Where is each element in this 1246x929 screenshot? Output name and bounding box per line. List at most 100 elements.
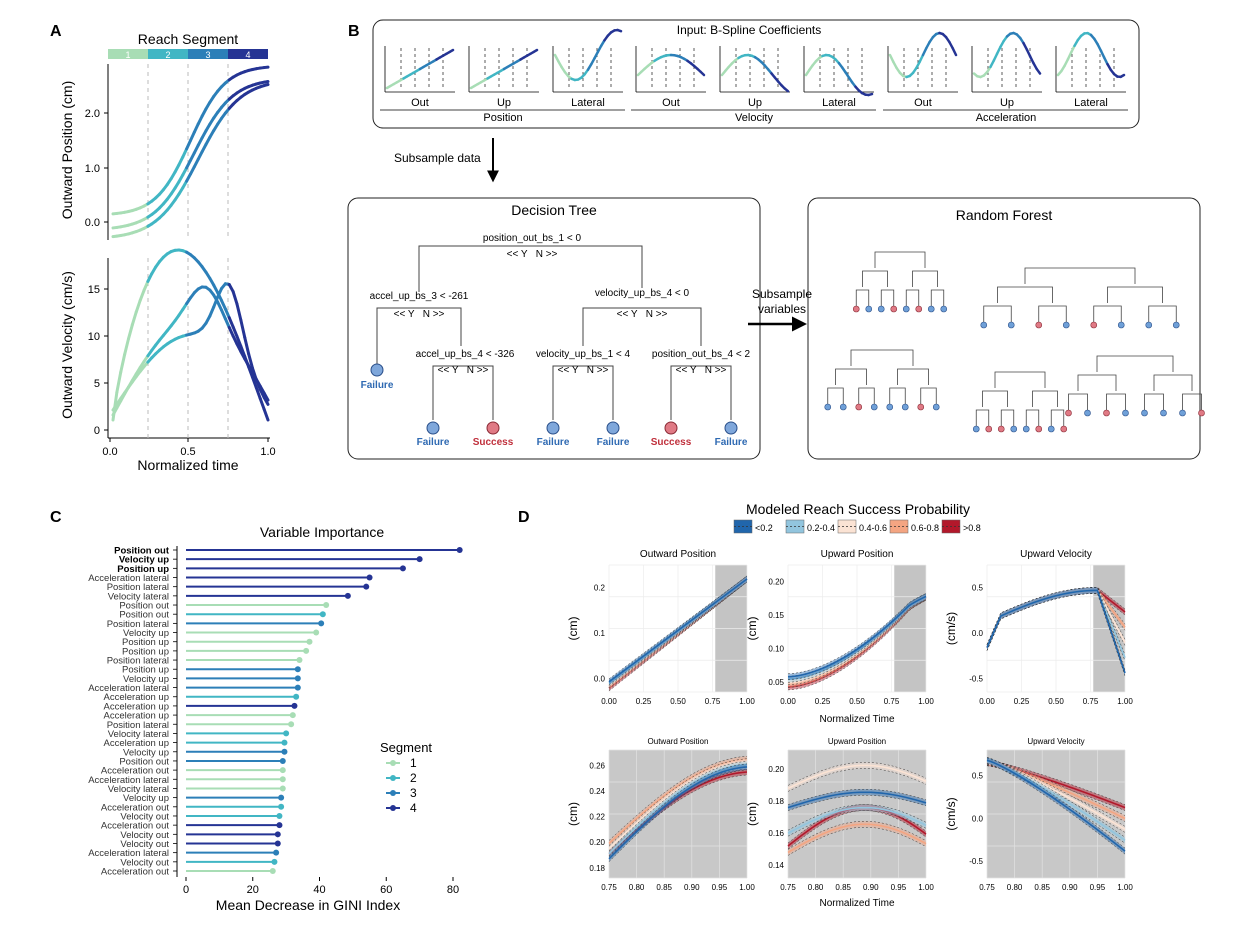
velocity-trajectory-1 — [138, 288, 146, 303]
bottom-plot-ylabel: (cm) — [566, 802, 580, 826]
bottom-xtick: 0.80 — [808, 883, 824, 892]
top-plot-ylabel: (cm) — [745, 617, 759, 641]
importance-dot — [274, 831, 281, 838]
probability-curve — [787, 595, 927, 678]
reach-segment-bar: 1 2 3 4 — [108, 49, 268, 60]
variable-importance-bars: Position out Velocity up Position up Accele… — [88, 546, 463, 878]
velocity-trajectory-1 — [262, 407, 270, 422]
importance-label: Position lateral — [107, 656, 169, 667]
reach-segment-title: Reach Segment — [138, 31, 239, 47]
outward-position-ylabel: Outward Position (cm) — [59, 81, 75, 219]
bottom-xtick: 1.00 — [1117, 883, 1133, 892]
bottom-xtick: 1.00 — [739, 883, 755, 892]
probability-legend-label: 0.2-0.4 — [807, 523, 835, 533]
thumbnail-label: Lateral — [571, 97, 605, 109]
bottom-ytick: 0.0 — [972, 814, 984, 823]
bottom-xtick: 0.80 — [629, 883, 645, 892]
forest-leaf — [927, 305, 935, 313]
panel-c-label: C — [50, 509, 62, 526]
probability-legend: <0.2 0.2-0.4 0.4-0.6 0.6-0.8 >0.8 — [733, 519, 981, 534]
importance-dot — [274, 840, 281, 847]
node-r1: velocity_up_bs_4 < 0 — [595, 288, 690, 299]
importance-dot — [456, 547, 463, 553]
top-ytick: 0.1 — [594, 629, 606, 638]
outward-position-ytick: 0.0 — [85, 217, 100, 229]
velocity-trajectory-3 — [247, 352, 254, 370]
bottom-xtick: 0.85 — [1034, 883, 1050, 892]
top-plot-title: Upward Velocity — [1020, 549, 1092, 560]
node-l1: accel_up_bs_3 < -261 — [370, 291, 469, 302]
node-l2-yn: << Y N >> — [438, 365, 489, 376]
thumbnail-label: Up — [748, 97, 762, 109]
importance-dot — [294, 666, 301, 673]
random-forest-box — [807, 197, 1201, 460]
importance-label: Acceleration up — [104, 692, 169, 703]
importance-label: Velocity out — [120, 839, 169, 850]
segment-legend-label: 4 — [410, 801, 417, 815]
importance-dot — [269, 868, 276, 874]
importance-dot — [306, 638, 313, 645]
importance-label: Acceleration out — [101, 802, 169, 813]
importance-dot — [281, 748, 288, 755]
segment-block-1 — [108, 49, 148, 59]
segment-block-3 — [188, 49, 228, 59]
leaf-label-4: Failure — [537, 437, 570, 448]
segment-number-2: 2 — [165, 50, 170, 60]
top-ytick: 0.10 — [768, 645, 784, 654]
velocity-trajectory-3 — [216, 287, 223, 299]
forest-leaf — [1141, 409, 1148, 417]
importance-dot — [366, 574, 373, 581]
importance-dot — [276, 822, 283, 829]
importance-label: Position out — [119, 756, 169, 767]
importance-label: Velocity up — [123, 793, 169, 804]
top-ytick: 0.15 — [768, 611, 784, 620]
top-plot-title: Upward Position — [821, 549, 894, 560]
top-ytick: 0.20 — [768, 578, 784, 587]
input-box — [372, 19, 1140, 129]
subsample-data-label: Subsample data — [394, 151, 481, 165]
importance-dot — [276, 812, 283, 819]
velocity-trajectory-3 — [243, 335, 251, 356]
top-xtick: 0.25 — [636, 697, 652, 706]
bottom-ytick: 0.14 — [768, 861, 784, 870]
panel-b-label: B — [348, 23, 360, 40]
importance-dot — [279, 757, 286, 764]
forest-leaf — [1062, 321, 1070, 329]
node-root: position_out_bs_1 < 0 — [483, 233, 582, 244]
normalized-time-xtick: 0.0 — [102, 446, 117, 458]
velocity-trajectory-2 — [223, 317, 231, 330]
top-xtick: 0.50 — [670, 697, 686, 706]
leaf-label-5: Failure — [597, 437, 630, 448]
forest-leaf — [902, 305, 910, 313]
outward-position-ytick: 2.0 — [85, 108, 100, 120]
forest-leaf — [870, 403, 878, 411]
importance-label: Velocity out — [120, 811, 169, 822]
node-r1-yn: << Y N >> — [617, 309, 668, 320]
importance-dot — [318, 620, 325, 627]
probability-legend-label: 0.6-0.8 — [911, 523, 939, 533]
leaf-success-1 — [486, 421, 500, 435]
input-group-label: Acceleration — [976, 112, 1037, 124]
importance-label: Acceleration out — [101, 821, 169, 832]
bottom-ytick: -0.5 — [969, 857, 983, 866]
bottom-plot-title: Upward Position — [828, 737, 886, 746]
importance-dot — [293, 693, 300, 700]
importance-dot — [399, 565, 406, 572]
outward-velocity-ytick: 0 — [94, 425, 100, 437]
segment-legend-label: 1 — [410, 756, 417, 770]
probability-legend-label: <0.2 — [755, 523, 773, 533]
forest-leaf — [1007, 321, 1015, 329]
top-xtick: 0.25 — [1014, 697, 1030, 706]
importance-label: Position up — [122, 646, 169, 657]
probability-curve — [986, 759, 1126, 852]
leaf-failure-5 — [724, 421, 738, 435]
velocity-trajectory-3 — [251, 366, 258, 382]
importance-label: Velocity out — [120, 830, 169, 841]
panel-b: B Input: B-Spline Coefficients Out Up Late… — [347, 19, 1205, 460]
forest-leaf — [1022, 425, 1030, 433]
importance-dot — [294, 684, 301, 691]
random-forest-trees — [824, 251, 1205, 433]
